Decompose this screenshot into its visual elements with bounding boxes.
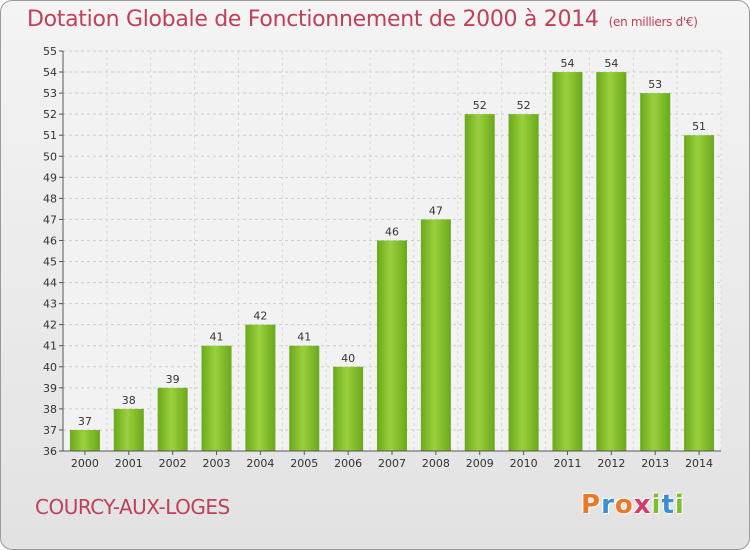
y-tick-label: 50	[43, 150, 57, 163]
bar-value-label: 42	[253, 310, 267, 323]
bar-value-label: 38	[122, 394, 136, 407]
x-tick-label: 2003	[203, 457, 231, 470]
bar	[201, 345, 232, 451]
bar	[508, 114, 539, 451]
x-tick-label: 2013	[641, 457, 669, 470]
bar-value-label: 47	[429, 204, 443, 217]
bar-value-label: 53	[648, 78, 662, 91]
logo-letter: r	[601, 490, 615, 520]
x-tick-label: 2010	[510, 457, 538, 470]
bar-value-label: 52	[473, 99, 487, 112]
y-tick-label: 55	[43, 45, 57, 58]
bar-value-label: 40	[341, 352, 355, 365]
commune-name: COURCY-AUX-LOGES	[35, 495, 230, 519]
bars-layer	[69, 72, 715, 452]
x-tick-label: 2012	[597, 457, 625, 470]
logo-letter: i	[651, 490, 662, 520]
bar	[552, 72, 583, 451]
x-tick-label: 2001	[115, 457, 143, 470]
bar-value-label: 41	[297, 331, 311, 344]
bar	[245, 324, 276, 451]
bar	[684, 135, 715, 452]
bar	[333, 366, 364, 451]
logo-letter: o	[614, 490, 634, 520]
y-tick-label: 43	[43, 298, 57, 311]
bar-value-label: 51	[692, 120, 706, 133]
x-tick-label: 2002	[159, 457, 187, 470]
proxiti-logo: Proxiti	[581, 490, 685, 520]
labels-layer: 37 38 39 41 42 41 40 46 47 52 52 54 54 53 51	[78, 57, 706, 428]
bar	[420, 219, 451, 451]
bar-value-label: 37	[78, 415, 92, 428]
bar	[640, 93, 671, 452]
bar	[289, 345, 320, 451]
y-tick-label: 37	[43, 424, 57, 437]
bar	[69, 429, 100, 451]
y-tick-label: 45	[43, 256, 57, 269]
y-tick-label: 47	[43, 213, 57, 226]
x-tick-label: 2009	[466, 457, 494, 470]
y-tick-label: 40	[43, 361, 57, 374]
logo-letter: x	[633, 490, 652, 520]
y-tick-label: 48	[43, 192, 57, 205]
x-tick-label: 2011	[553, 457, 581, 470]
y-tick-label: 53	[43, 87, 57, 100]
bar	[596, 72, 627, 451]
x-tick-label: 2014	[685, 457, 713, 470]
bar	[157, 387, 188, 451]
y-tick-label: 54	[43, 66, 57, 79]
x-tick-label: 2007	[378, 457, 406, 470]
y-tick-label: 39	[43, 382, 57, 395]
axes-layer: 36 37 38 39 40 41 42 43 44 45 46 47 48 49 50 51 52 53 54 55…	[43, 45, 721, 470]
x-tick-label: 2000	[71, 457, 99, 470]
y-tick-label: 42	[43, 319, 57, 332]
chart-title: Dotation Globale de Fonctionnement de 20…	[27, 7, 698, 32]
bar-value-label: 54	[604, 57, 618, 70]
x-tick-label: 2005	[290, 457, 318, 470]
y-tick-label: 49	[43, 171, 57, 184]
y-tick-label: 36	[43, 445, 57, 458]
y-tick-label: 46	[43, 234, 57, 247]
logo-letter: i	[674, 490, 685, 520]
bar-value-label: 52	[517, 99, 531, 112]
y-tick-label: 38	[43, 403, 57, 416]
x-tick-label: 2006	[334, 457, 362, 470]
x-tick-label: 2004	[246, 457, 274, 470]
y-tick-label: 51	[43, 129, 57, 142]
bar	[113, 408, 144, 451]
y-tick-label: 41	[43, 340, 57, 353]
bar-value-label: 54	[560, 57, 574, 70]
logo-letter: t	[661, 490, 675, 520]
chart-title-text: Dotation Globale de Fonctionnement de 20…	[27, 7, 599, 32]
y-tick-label: 44	[43, 277, 57, 290]
bar	[464, 114, 495, 451]
y-tick-label: 52	[43, 108, 57, 121]
logo-letter: P	[581, 490, 602, 520]
x-tick-label: 2008	[422, 457, 450, 470]
chart-subtitle: (en milliers d'€)	[608, 15, 698, 29]
bar-value-label: 39	[166, 373, 180, 386]
bar-value-label: 46	[385, 225, 399, 238]
bar-value-label: 41	[210, 331, 224, 344]
bar	[377, 240, 407, 451]
